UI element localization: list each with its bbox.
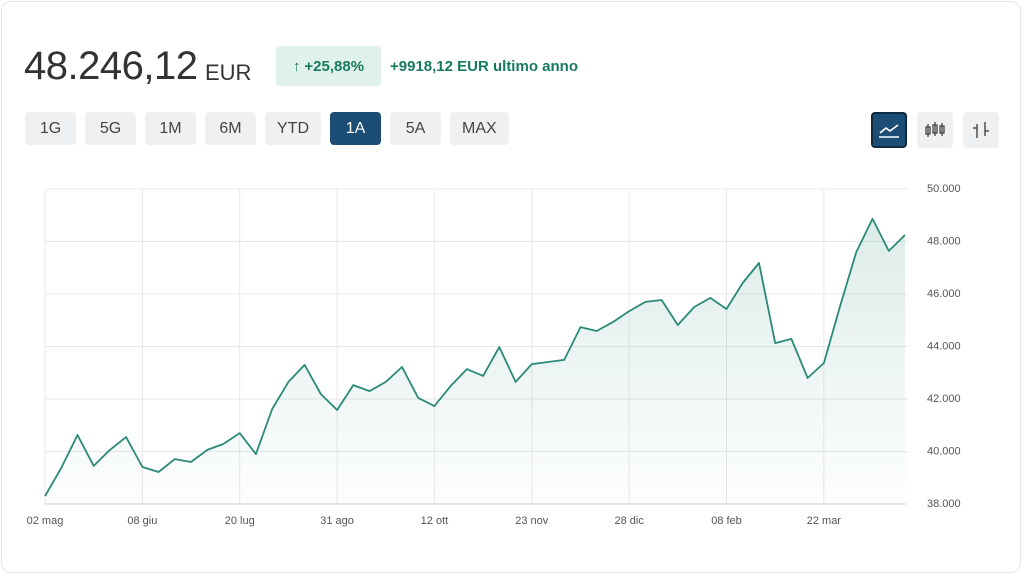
range-button[interactable]: 5A: [390, 112, 441, 145]
x-tick-label: 28 dic: [614, 515, 644, 527]
range-button[interactable]: 5G: [85, 112, 136, 145]
range-buttons: 1G 5G 1M 6M YTD 1A 5A MAX: [25, 112, 509, 145]
x-tick-label: 02 mag: [27, 515, 64, 527]
line-chart-button[interactable]: [871, 112, 907, 148]
line-icon: [879, 124, 899, 138]
range-button[interactable]: 1A: [330, 112, 381, 145]
x-tick-label: 23 nov: [515, 515, 549, 527]
y-tick-label: 40.000: [927, 445, 961, 457]
ohlc-icon: [973, 122, 989, 138]
currency: EUR: [205, 60, 252, 85]
candle-chart-button[interactable]: [917, 112, 953, 148]
y-tick-label: 50.000: [927, 183, 961, 195]
range-button[interactable]: 6M: [205, 112, 256, 145]
area: [45, 218, 905, 504]
range-button[interactable]: MAX: [450, 112, 509, 145]
y-tick-label: 46.000: [927, 288, 961, 300]
range-button[interactable]: 1M: [145, 112, 196, 145]
price-line: [44, 218, 906, 497]
price: 48.246,12: [24, 44, 198, 88]
change-pct: +25,88%: [304, 57, 365, 75]
candle-icon: [925, 122, 945, 137]
range-button[interactable]: 1G: [25, 112, 76, 145]
change-badge: ↑ +25,88%: [276, 46, 381, 86]
y-tick-label: 48.000: [927, 235, 961, 247]
x-tick-label: 20 lug: [225, 515, 255, 527]
x-tick-label: 08 feb: [711, 515, 742, 527]
x-tick-label: 22 mar: [807, 515, 842, 527]
x-tick-label: 08 giu: [127, 515, 157, 527]
y-tick-label: 38.000: [927, 498, 961, 510]
change-abs: +9918,12 EUR ultimo anno: [390, 58, 578, 75]
x-tick-label: 12 ott: [421, 515, 449, 527]
y-tick-label: 42.000: [927, 393, 961, 405]
y-tick-label: 44.000: [927, 340, 961, 352]
up-arrow: ↑: [292, 57, 301, 75]
range-button[interactable]: YTD: [265, 112, 321, 145]
x-tick-label: 31 ago: [320, 515, 354, 527]
bar-chart-button[interactable]: [963, 112, 999, 148]
